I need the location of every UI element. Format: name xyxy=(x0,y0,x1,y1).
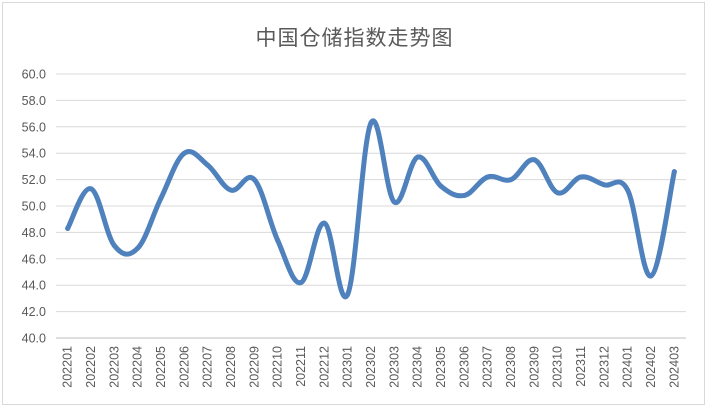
data-point xyxy=(438,183,444,189)
y-tick-label: 58.0 xyxy=(22,94,46,108)
x-tick-label: 202308 xyxy=(504,346,518,388)
data-point xyxy=(391,199,397,205)
x-tick-label: 202301 xyxy=(341,346,355,388)
data-point xyxy=(65,225,71,231)
data-point xyxy=(368,120,374,126)
x-tick-label: 202205 xyxy=(154,346,168,388)
data-point xyxy=(648,273,654,279)
y-tick-label: 44.0 xyxy=(22,279,46,293)
x-tick-label: 202303 xyxy=(387,346,401,388)
data-point xyxy=(461,192,467,198)
y-tick-label: 46.0 xyxy=(22,252,46,266)
x-axis-labels: 202201 202202 202203 202204 202205 202206 2022… xyxy=(61,346,682,388)
data-point xyxy=(181,150,187,156)
x-tick-label: 202312 xyxy=(597,346,611,388)
chart-title: 中国仓储指数走势图 xyxy=(255,26,454,50)
y-tick-label: 52.0 xyxy=(22,173,46,187)
x-tick-label: 202401 xyxy=(621,346,635,388)
y-tick-label: 60.0 xyxy=(22,68,46,82)
x-tick-label: 202309 xyxy=(527,346,541,388)
data-point xyxy=(111,243,117,249)
data-point xyxy=(625,187,631,193)
x-tick-label: 202210 xyxy=(271,346,285,388)
data-point xyxy=(345,291,351,297)
x-tick-label: 202304 xyxy=(411,346,425,388)
y-tick-label: 42.0 xyxy=(22,305,46,319)
y-axis-labels: 40.0 42.0 44.0 46.0 48.0 50.0 52.0 54.0 56.0 58.0… xyxy=(22,68,46,346)
x-tick-label: 202208 xyxy=(224,346,238,388)
x-tick-label: 202201 xyxy=(61,346,75,388)
data-point xyxy=(578,174,584,180)
y-tick-label: 48.0 xyxy=(22,226,46,240)
x-tick-label: 202403 xyxy=(667,346,681,388)
y-tick-label: 50.0 xyxy=(22,200,46,214)
gridlines xyxy=(56,73,686,339)
x-tick-label: 202305 xyxy=(434,346,448,388)
data-point xyxy=(508,177,514,183)
x-tick-label: 202209 xyxy=(247,346,261,388)
x-tick-label: 202203 xyxy=(107,346,121,388)
y-tick-label: 40.0 xyxy=(22,332,46,346)
x-tick-label: 202206 xyxy=(177,346,191,388)
data-point xyxy=(158,195,164,201)
data-point xyxy=(275,237,281,243)
data-point xyxy=(251,177,257,183)
data-point xyxy=(531,157,537,163)
series-lines xyxy=(65,118,677,300)
data-point xyxy=(601,182,607,188)
x-tick-label: 202306 xyxy=(457,346,471,388)
x-tick-label: 202207 xyxy=(201,346,215,388)
data-point xyxy=(415,154,421,160)
data-point xyxy=(555,190,561,196)
data-point xyxy=(671,169,677,175)
data-point xyxy=(485,174,491,180)
x-tick-label: 202310 xyxy=(551,346,565,388)
x-tick-label: 202211 xyxy=(294,346,308,387)
x-tick-label: 202212 xyxy=(317,346,331,388)
data-point xyxy=(135,245,141,251)
data-point xyxy=(321,220,327,226)
data-point xyxy=(298,280,304,286)
data-point xyxy=(205,162,211,168)
x-tick-label: 202307 xyxy=(481,346,495,388)
data-point xyxy=(88,186,94,192)
data-point xyxy=(228,187,234,193)
y-tick-label: 54.0 xyxy=(22,147,46,161)
series-line xyxy=(65,118,677,300)
x-tick-label: 202302 xyxy=(364,346,378,388)
x-tick-label: 202204 xyxy=(131,346,145,388)
y-tick-label: 56.0 xyxy=(22,120,46,134)
x-tick-label: 202202 xyxy=(84,346,98,388)
x-tick-label: 202311 xyxy=(574,346,588,387)
x-tick-label: 202402 xyxy=(644,346,658,388)
